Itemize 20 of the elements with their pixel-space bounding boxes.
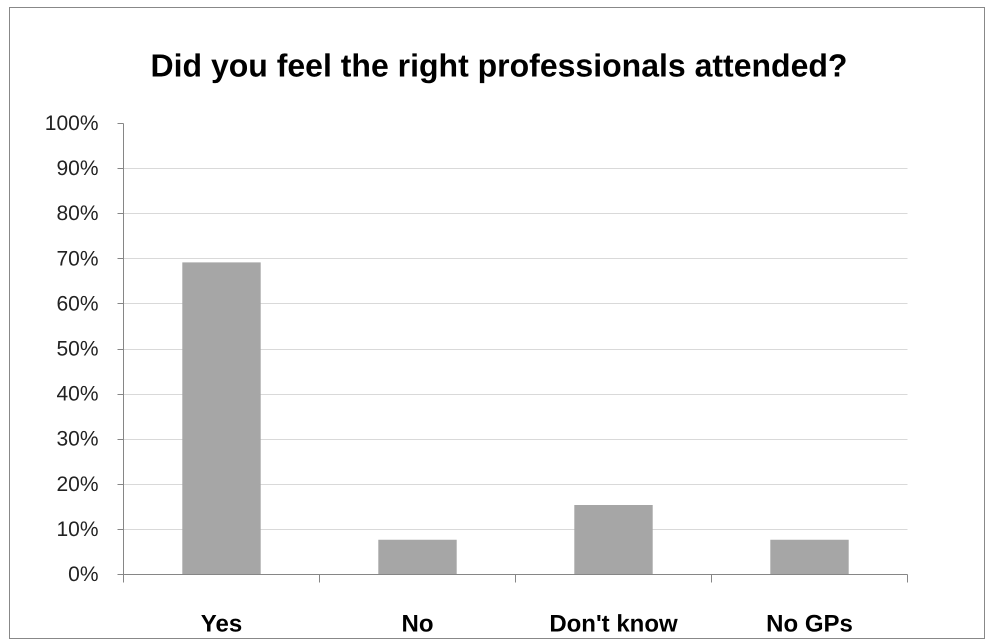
bar	[770, 540, 849, 574]
x-tick-label: No GPs	[766, 610, 853, 638]
y-tick-label: 0%	[68, 563, 99, 586]
y-tick-label: 70%	[56, 247, 98, 270]
y-tick-label: 100%	[44, 112, 99, 135]
chart-title: Did you feel the right professionals attended?	[150, 48, 848, 84]
y-tick-label: 20%	[56, 472, 98, 496]
y-tick-label: 90%	[56, 157, 98, 180]
y-tick-label: 80%	[56, 202, 98, 226]
bar	[574, 505, 653, 574]
x-tick-label: Yes	[200, 610, 242, 638]
y-tick-label: 50%	[56, 338, 98, 360]
y-tick-label: 40%	[56, 382, 98, 406]
y-tick-label: 30%	[56, 428, 98, 451]
bar	[182, 262, 261, 574]
y-tick-label: 10%	[56, 518, 98, 541]
y-tick-label: 60%	[56, 292, 98, 316]
bar	[378, 540, 457, 574]
x-tick-label: Don't know	[549, 610, 678, 638]
x-tick-label: No	[402, 610, 434, 638]
